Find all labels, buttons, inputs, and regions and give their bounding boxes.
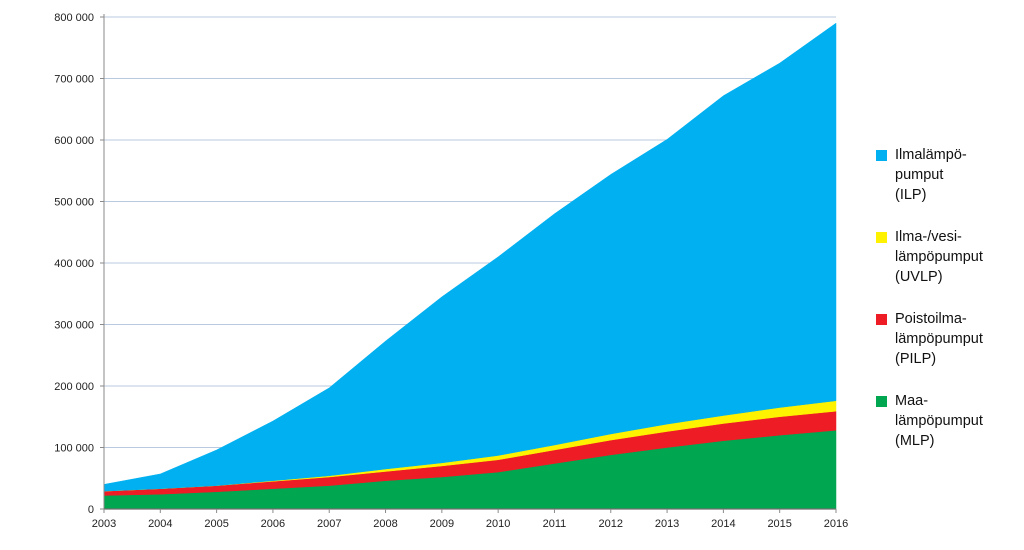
tick-labels: 0 100 000 200 000 300 000 400 000 500 000 600 … xyxy=(54,12,848,530)
legend-item: Poistoilma-lämpöpumput (PILP) xyxy=(873,309,1023,369)
legend-label-line: lämpöpumput xyxy=(895,249,983,265)
legend-item: Ilmalämpö-pumput (ILP) xyxy=(873,145,1023,205)
legend-label-line: Maa- xyxy=(895,393,929,409)
legend-swatch xyxy=(876,314,887,325)
area-series-group xyxy=(103,22,837,510)
x-tick-label: 2008 xyxy=(373,518,397,530)
legend-label-line: Ilmalämpö- xyxy=(895,147,967,163)
x-tick-label: 2004 xyxy=(148,518,172,530)
y-tick-label: 400 000 xyxy=(54,258,94,270)
legend-swatch xyxy=(876,396,887,407)
y-tick-label: 600 000 xyxy=(54,135,94,147)
y-tick-label: 800 000 xyxy=(54,12,94,24)
x-tick-label: 2011 xyxy=(543,518,567,530)
legend-label-line: lämpöpumput xyxy=(895,331,983,347)
axes xyxy=(100,14,837,513)
legend-label-line: (MLP) xyxy=(895,433,935,449)
legend-label-line: (UVLP) xyxy=(895,269,943,285)
x-tick-label: 2007 xyxy=(317,518,341,530)
y-tick-label: 500 000 xyxy=(54,197,94,209)
x-tick-label: 2009 xyxy=(430,518,454,530)
x-tick-label: 2003 xyxy=(92,518,116,530)
x-tick-label: 2015 xyxy=(767,518,791,530)
chart-legend: Ilmalämpö-pumput (ILP) Ilma-/vesi-lämpöpum… xyxy=(873,145,1023,473)
legend-label-line: pumput xyxy=(895,167,944,183)
legend-item: Maa-lämpöpumput (MLP) xyxy=(873,391,1023,451)
legend-label-line: lämpöpumput xyxy=(895,413,983,429)
x-tick-label: 2005 xyxy=(204,518,228,530)
x-tick-label: 2012 xyxy=(599,518,623,530)
x-tick-label: 2006 xyxy=(261,518,285,530)
y-tick-label: 0 xyxy=(88,504,94,516)
legend-label-line: (PILP) xyxy=(895,351,937,367)
y-tick-label: 100 000 xyxy=(54,443,94,455)
legend-item: Ilma-/vesi-lämpöpumput (UVLP) xyxy=(873,227,1023,287)
x-tick-label: 2014 xyxy=(711,518,735,530)
x-tick-label: 2016 xyxy=(824,518,848,530)
legend-swatch xyxy=(876,232,887,243)
y-tick-label: 200 000 xyxy=(54,381,94,393)
legend-swatch xyxy=(876,150,887,161)
legend-label-line: (ILP) xyxy=(895,187,927,203)
y-tick-label: 700 000 xyxy=(54,74,94,86)
legend-label-line: Poistoilma- xyxy=(895,311,967,327)
x-tick-label: 2013 xyxy=(655,518,679,530)
legend-label-line: Ilma-/vesi- xyxy=(895,229,962,245)
x-tick-label: 2010 xyxy=(486,518,510,530)
y-tick-label: 300 000 xyxy=(54,320,94,332)
area-series-3 xyxy=(103,22,837,492)
